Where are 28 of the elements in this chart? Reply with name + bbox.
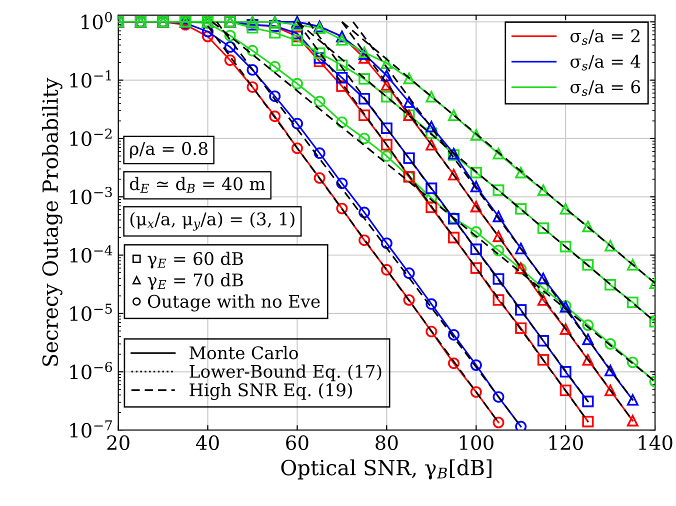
annotation: ρ/a = 0.8 [130, 142, 208, 158]
y-tick-label: 10$^{−5}$ [70, 304, 112, 321]
y-tick-label: 10$^{−4}$ [70, 245, 112, 263]
legend-label: σ$_{s}$/a = 4 [570, 54, 640, 70]
y-tick-label: 10$^{−6}$ [70, 362, 112, 380]
annotation: Outage with no Eve [148, 294, 320, 312]
y-tick-label: 10$^{−2}$ [70, 128, 112, 146]
legend-label: σ$_{s}$/a = 6 [570, 80, 640, 96]
annotation: Monte Carlo [190, 346, 298, 360]
x-tick-label: 120 [549, 435, 583, 450]
annotation: γ$_{E}$ = 60 dB [148, 252, 243, 269]
annotation: d$_{E}$ ≃ d$_{B}$ = 40 m [130, 176, 266, 193]
annotation: γ$_{E}$ = 70 dB [148, 273, 243, 290]
x-tick-label: 20 [107, 435, 130, 450]
x-tick-label: 100 [460, 435, 494, 450]
x-tick-label: 40 [196, 435, 219, 450]
annotation: High SNR Eq. (19) [190, 382, 352, 400]
y-tick-label: 10$^{−3}$ [70, 186, 112, 204]
y-tick-label: 10$^{0}$ [82, 12, 112, 30]
x-tick-label: 140 [638, 435, 672, 450]
annotation: Lower-Bound Eq. (17) [190, 364, 382, 382]
x-tick-label: 80 [376, 435, 398, 450]
x-tick-label: 60 [286, 435, 308, 450]
y-axis-title: Secrecy Outage Probability [42, 78, 62, 366]
x-axis-title: Optical SNR, γ$_{B}$[dB] [281, 459, 492, 480]
y-tick-label: 10$^{−1}$ [70, 70, 111, 88]
legend-label: σ$_{s}$/a = 2 [570, 29, 640, 45]
annotation: (μ$_{x}$/a, μ$_{y}$/a) = (3, 1) [130, 212, 294, 231]
